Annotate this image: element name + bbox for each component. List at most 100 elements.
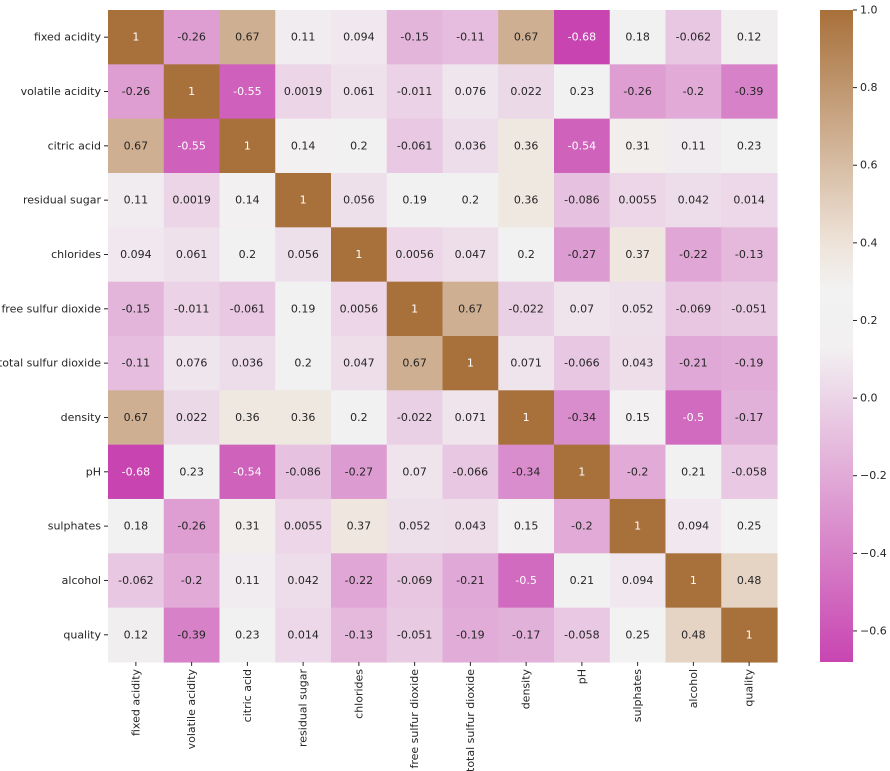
cell-annotation: 0.0056 — [340, 302, 379, 315]
heatmap-cell — [331, 227, 388, 283]
heatmap-cell — [275, 118, 332, 174]
heatmap-cell — [386, 64, 444, 120]
cell-annotation: -0.26 — [122, 85, 150, 98]
heatmap-cell — [721, 390, 778, 446]
heatmap-cell — [665, 444, 722, 500]
cell-annotation: -0.2 — [627, 465, 648, 478]
row-label: quality — [63, 628, 101, 641]
cell-annotation: 0.67 — [458, 302, 483, 315]
cell-annotation: 0.014 — [287, 628, 319, 641]
cell-annotation: -0.55 — [177, 139, 205, 152]
cell-annotation: 0.094 — [678, 520, 710, 533]
heatmap-cell — [275, 281, 332, 337]
heatmap-cell — [609, 607, 667, 663]
cell-annotation: -0.27 — [345, 465, 373, 478]
cell-annotation: 0.2 — [294, 357, 312, 370]
cell-annotation: -0.17 — [735, 411, 763, 424]
cell-annotation: 0.056 — [343, 194, 375, 207]
cell-annotation: -0.062 — [676, 31, 711, 44]
column-label: total sulfur dioxide — [464, 669, 477, 771]
heatmap-cell — [219, 553, 276, 609]
cell-annotation: -0.051 — [397, 628, 432, 641]
heatmap-cell — [275, 498, 332, 554]
heatmap-cell — [554, 607, 611, 663]
heatmap-cell — [721, 64, 778, 120]
cell-annotation: -0.061 — [230, 302, 265, 315]
heatmap-cell — [331, 390, 388, 446]
column-labels: fixed acidity volatile acidity citric acid… — [129, 661, 756, 771]
column-label: volatile acidity — [185, 668, 198, 749]
colorbar-tick-label: 0.0 — [860, 392, 878, 405]
heatmap-cell — [163, 64, 221, 120]
heatmap-cell — [219, 64, 276, 120]
heatmap-cell — [498, 335, 555, 391]
heatmap-cell — [442, 172, 499, 228]
cell-annotation: -0.39 — [735, 85, 763, 98]
cell-annotation: 0.2 — [239, 248, 257, 261]
row-label: volatile acidity — [21, 85, 102, 98]
cell-annotation: 1 — [467, 357, 474, 370]
heatmap-cell — [108, 607, 165, 663]
heatmap-cell — [442, 64, 499, 120]
cell-annotation: 0.36 — [514, 194, 539, 207]
cell-annotation: 0.21 — [681, 465, 706, 478]
cell-annotation: 0.11 — [235, 574, 260, 587]
heatmap-cell — [721, 227, 778, 283]
cell-annotation: -0.11 — [122, 357, 150, 370]
heatmap-cell — [163, 10, 221, 65]
row-label: alcohol — [62, 574, 101, 587]
cell-annotation: -0.21 — [679, 357, 707, 370]
heatmap-cell — [721, 10, 778, 65]
cell-annotation: 0.014 — [733, 194, 765, 207]
heatmap-cell — [554, 498, 611, 554]
cell-annotation: 0.022 — [510, 85, 542, 98]
cell-annotation: -0.066 — [564, 357, 599, 370]
heatmap-cell — [219, 10, 276, 65]
heatmap-cell — [331, 335, 388, 391]
heatmap-cell — [665, 607, 722, 663]
cell-annotation: -0.22 — [345, 574, 373, 587]
cell-annotation: 0.15 — [625, 411, 650, 424]
heatmap-cell — [275, 335, 332, 391]
heatmap-cell — [554, 335, 611, 391]
heatmap-cell — [163, 118, 221, 174]
heatmap-cell — [163, 498, 221, 554]
cell-annotations: 1 -0.26 0.67 0.11 0.094 -0.15 -0.11 0.67 -0.68 0.… — [118, 31, 767, 642]
heatmap-cell — [331, 10, 388, 65]
heatmap-cell — [219, 607, 276, 663]
cell-annotation: -0.55 — [233, 85, 261, 98]
heatmap-cell — [108, 444, 165, 500]
colorbar-tick-label: 0.4 — [860, 236, 878, 249]
colorbar-gradient — [820, 10, 853, 662]
cell-annotation: 0.042 — [287, 574, 319, 587]
cell-annotation: -0.069 — [676, 302, 711, 315]
heatmap-cell — [498, 444, 555, 500]
cell-annotation: 0.07 — [402, 465, 427, 478]
cell-annotation: 0.061 — [176, 248, 208, 261]
cell-annotation: 1 — [132, 31, 139, 44]
heatmap-cell — [163, 227, 221, 283]
cell-annotation: 0.19 — [402, 194, 427, 207]
heatmap-cell — [721, 335, 778, 391]
heatmap-cell — [219, 227, 276, 283]
heatmap-cell — [331, 281, 388, 337]
colorbar-tick-label: 0.8 — [860, 81, 878, 94]
column-label: alcohol — [687, 669, 700, 708]
column-label: citric acid — [241, 669, 254, 722]
heatmap-cell — [498, 10, 555, 65]
heatmap-cell — [108, 172, 165, 228]
row-label: residual sugar — [23, 194, 102, 207]
heatmap-cell — [163, 172, 221, 228]
heatmap-cell — [386, 281, 444, 337]
colorbar: 1.0 0.8 0.6 0.4 0.2 0.0 −0.2 −0.4 −0.6 — [820, 4, 887, 662]
cell-annotation: 0.36 — [514, 139, 539, 152]
heatmap-cell — [721, 498, 778, 554]
cell-annotation: -0.086 — [285, 465, 320, 478]
cell-annotation: -0.086 — [564, 194, 599, 207]
cell-annotation: -0.54 — [568, 139, 596, 152]
cell-annotation: -0.058 — [564, 628, 599, 641]
heatmap-cell — [219, 281, 276, 337]
heatmap-cell — [331, 498, 388, 554]
heatmap-cell — [609, 281, 667, 337]
colorbar-tick-label: −0.2 — [860, 469, 887, 482]
